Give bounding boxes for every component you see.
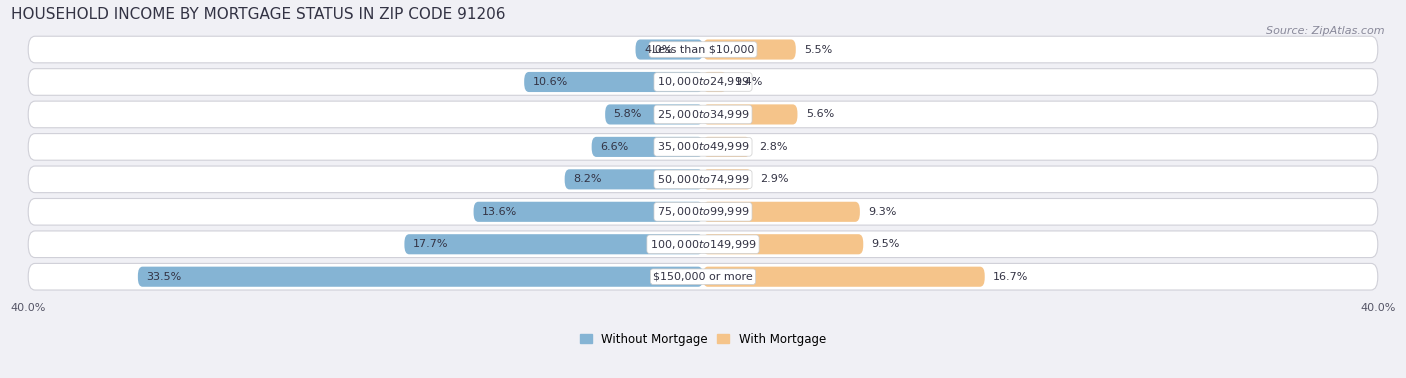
FancyBboxPatch shape	[703, 202, 860, 222]
FancyBboxPatch shape	[28, 101, 1378, 128]
Text: 33.5%: 33.5%	[146, 272, 181, 282]
FancyBboxPatch shape	[138, 266, 703, 287]
Text: 2.9%: 2.9%	[761, 174, 789, 184]
FancyBboxPatch shape	[703, 169, 752, 189]
FancyBboxPatch shape	[28, 166, 1378, 193]
FancyBboxPatch shape	[28, 36, 1378, 63]
Text: 4.0%: 4.0%	[644, 45, 672, 54]
Text: Less than $10,000: Less than $10,000	[652, 45, 754, 54]
Text: 1.4%: 1.4%	[735, 77, 763, 87]
FancyBboxPatch shape	[28, 263, 1378, 290]
FancyBboxPatch shape	[28, 198, 1378, 225]
Legend: Without Mortgage, With Mortgage: Without Mortgage, With Mortgage	[575, 328, 831, 351]
Text: 5.5%: 5.5%	[804, 45, 832, 54]
FancyBboxPatch shape	[703, 39, 796, 60]
FancyBboxPatch shape	[592, 137, 703, 157]
FancyBboxPatch shape	[565, 169, 703, 189]
Text: 5.8%: 5.8%	[613, 110, 643, 119]
FancyBboxPatch shape	[703, 234, 863, 254]
Text: HOUSEHOLD INCOME BY MORTGAGE STATUS IN ZIP CODE 91206: HOUSEHOLD INCOME BY MORTGAGE STATUS IN Z…	[11, 7, 506, 22]
FancyBboxPatch shape	[703, 104, 797, 124]
Text: 6.6%: 6.6%	[600, 142, 628, 152]
Text: 9.3%: 9.3%	[869, 207, 897, 217]
Text: $100,000 to $149,999: $100,000 to $149,999	[650, 238, 756, 251]
FancyBboxPatch shape	[605, 104, 703, 124]
FancyBboxPatch shape	[28, 69, 1378, 95]
Text: $35,000 to $49,999: $35,000 to $49,999	[657, 140, 749, 153]
FancyBboxPatch shape	[703, 266, 984, 287]
FancyBboxPatch shape	[524, 72, 703, 92]
FancyBboxPatch shape	[474, 202, 703, 222]
Text: 10.6%: 10.6%	[533, 77, 568, 87]
Text: 13.6%: 13.6%	[482, 207, 517, 217]
FancyBboxPatch shape	[28, 133, 1378, 160]
Text: 5.6%: 5.6%	[806, 110, 834, 119]
Text: 8.2%: 8.2%	[574, 174, 602, 184]
Text: 2.8%: 2.8%	[759, 142, 787, 152]
Text: $25,000 to $34,999: $25,000 to $34,999	[657, 108, 749, 121]
Text: 9.5%: 9.5%	[872, 239, 900, 249]
Text: Source: ZipAtlas.com: Source: ZipAtlas.com	[1267, 26, 1385, 36]
Text: $50,000 to $74,999: $50,000 to $74,999	[657, 173, 749, 186]
FancyBboxPatch shape	[405, 234, 703, 254]
Text: 16.7%: 16.7%	[993, 272, 1029, 282]
FancyBboxPatch shape	[28, 231, 1378, 257]
FancyBboxPatch shape	[703, 72, 727, 92]
FancyBboxPatch shape	[636, 39, 703, 60]
Text: $75,000 to $99,999: $75,000 to $99,999	[657, 205, 749, 218]
Text: $10,000 to $24,999: $10,000 to $24,999	[657, 76, 749, 88]
Text: $150,000 or more: $150,000 or more	[654, 272, 752, 282]
FancyBboxPatch shape	[703, 137, 751, 157]
Text: 17.7%: 17.7%	[413, 239, 449, 249]
